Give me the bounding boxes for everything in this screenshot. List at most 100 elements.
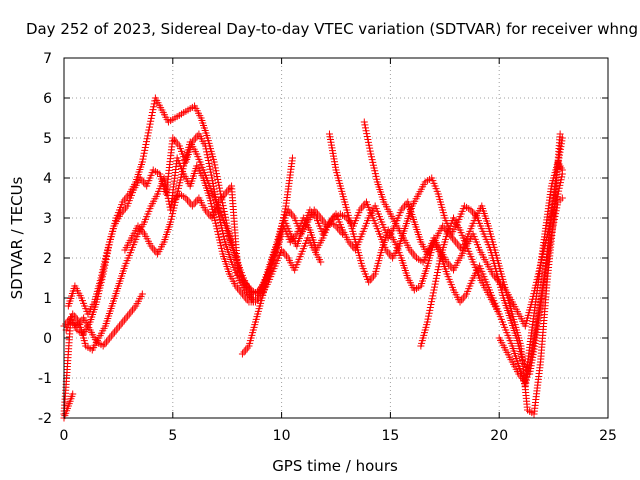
chart-title: Day 252 of 2023, Sidereal Day-to-day VTE…	[26, 20, 638, 38]
trace-marker	[147, 117, 155, 125]
trace-marker	[426, 306, 434, 314]
trace-marker	[142, 138, 150, 146]
trace-marker	[161, 177, 169, 185]
trace-marker	[550, 215, 558, 223]
trace-marker	[429, 289, 437, 297]
trace-marker	[431, 280, 439, 288]
series-track-e	[60, 390, 77, 422]
y-axis-label: SDTVAR / TECUs	[8, 176, 26, 299]
x-tick-label: 10	[273, 428, 291, 444]
trace-marker	[142, 141, 150, 149]
trace-marker	[149, 106, 157, 114]
x-tick-label: 5	[168, 428, 177, 444]
data-point	[288, 154, 296, 162]
data-point	[317, 258, 325, 266]
data-point	[360, 118, 368, 126]
trace-marker	[205, 159, 213, 167]
trace-marker	[365, 141, 373, 149]
trace-marker	[428, 298, 436, 306]
trace-marker	[366, 147, 374, 155]
trace-marker	[425, 309, 433, 317]
trace-marker	[219, 202, 227, 210]
y-tick-label: -1	[38, 371, 52, 387]
trace-marker	[431, 283, 439, 291]
series-track-l	[495, 158, 566, 386]
trace-marker	[140, 149, 148, 157]
series-track-i	[325, 130, 566, 390]
trace-marker	[432, 274, 440, 282]
x-tick-label: 20	[490, 428, 508, 444]
trace-marker	[216, 187, 224, 195]
data-point	[556, 130, 564, 138]
data-point	[138, 158, 146, 166]
trace-marker	[203, 151, 211, 159]
trace-marker	[141, 143, 149, 151]
trace-marker	[221, 210, 229, 218]
trace-marker	[429, 292, 437, 300]
trace-marker	[144, 129, 152, 137]
trace-marker	[433, 271, 441, 279]
trace-marker	[211, 164, 219, 172]
trace-marker	[214, 178, 222, 186]
trace-marker	[211, 161, 219, 169]
trace-marker	[432, 277, 440, 285]
trace-marker	[361, 124, 369, 132]
trace-marker	[213, 170, 221, 178]
y-tick-label: 2	[43, 251, 52, 267]
data-marks	[60, 94, 566, 422]
y-tick-label: -2	[38, 411, 52, 427]
trace-marker	[363, 130, 371, 138]
x-tick-label: 0	[60, 428, 69, 444]
trace-marker	[202, 145, 210, 153]
series-track-k	[417, 214, 503, 350]
trace-marker	[424, 315, 432, 323]
trace-marker	[146, 120, 154, 128]
trace-marker	[204, 157, 212, 165]
data-point	[210, 158, 218, 166]
trace-marker	[366, 144, 374, 152]
data-point	[249, 298, 257, 306]
trace-marker	[215, 184, 223, 192]
y-tick-label: 7	[43, 51, 52, 67]
trace-marker	[433, 269, 441, 277]
data-point	[423, 318, 431, 326]
trace-marker	[162, 186, 170, 194]
trace-marker	[556, 181, 564, 189]
series-track-c	[62, 154, 325, 354]
data-point	[430, 286, 438, 294]
trace-marker	[139, 155, 147, 163]
plot-frame	[63, 57, 609, 419]
y-tick-label: 4	[43, 171, 52, 187]
trace-marker	[551, 213, 559, 221]
trace-marker	[204, 154, 212, 162]
series-track-j	[360, 118, 564, 418]
y-tick-label: 6	[43, 91, 52, 107]
trace-marker	[144, 132, 152, 140]
trace-marker	[161, 180, 169, 188]
trace-marker	[215, 181, 223, 189]
trace-marker	[148, 111, 156, 119]
x-tick-label: 15	[381, 428, 399, 444]
x-tick-label: 25	[599, 428, 617, 444]
trace-marker	[213, 173, 221, 181]
data-point	[138, 290, 146, 298]
data-point	[495, 310, 503, 318]
trace-marker	[145, 123, 153, 131]
trace-marker	[435, 260, 443, 268]
data-point	[558, 166, 566, 174]
x-axis-label: GPS time / hours	[272, 457, 398, 475]
trace-marker	[162, 183, 170, 191]
trace-marker	[425, 312, 433, 320]
data-point	[558, 194, 566, 202]
trace-marker	[557, 176, 565, 184]
trace-marker	[150, 103, 158, 111]
trace-marker	[206, 165, 214, 173]
trace-marker	[207, 168, 215, 176]
trace-marker	[556, 179, 564, 187]
trace-marker	[207, 171, 215, 179]
trace-marker	[362, 127, 370, 135]
data-point	[145, 126, 153, 134]
trace-marker	[214, 175, 222, 183]
trace-marker	[364, 135, 372, 143]
